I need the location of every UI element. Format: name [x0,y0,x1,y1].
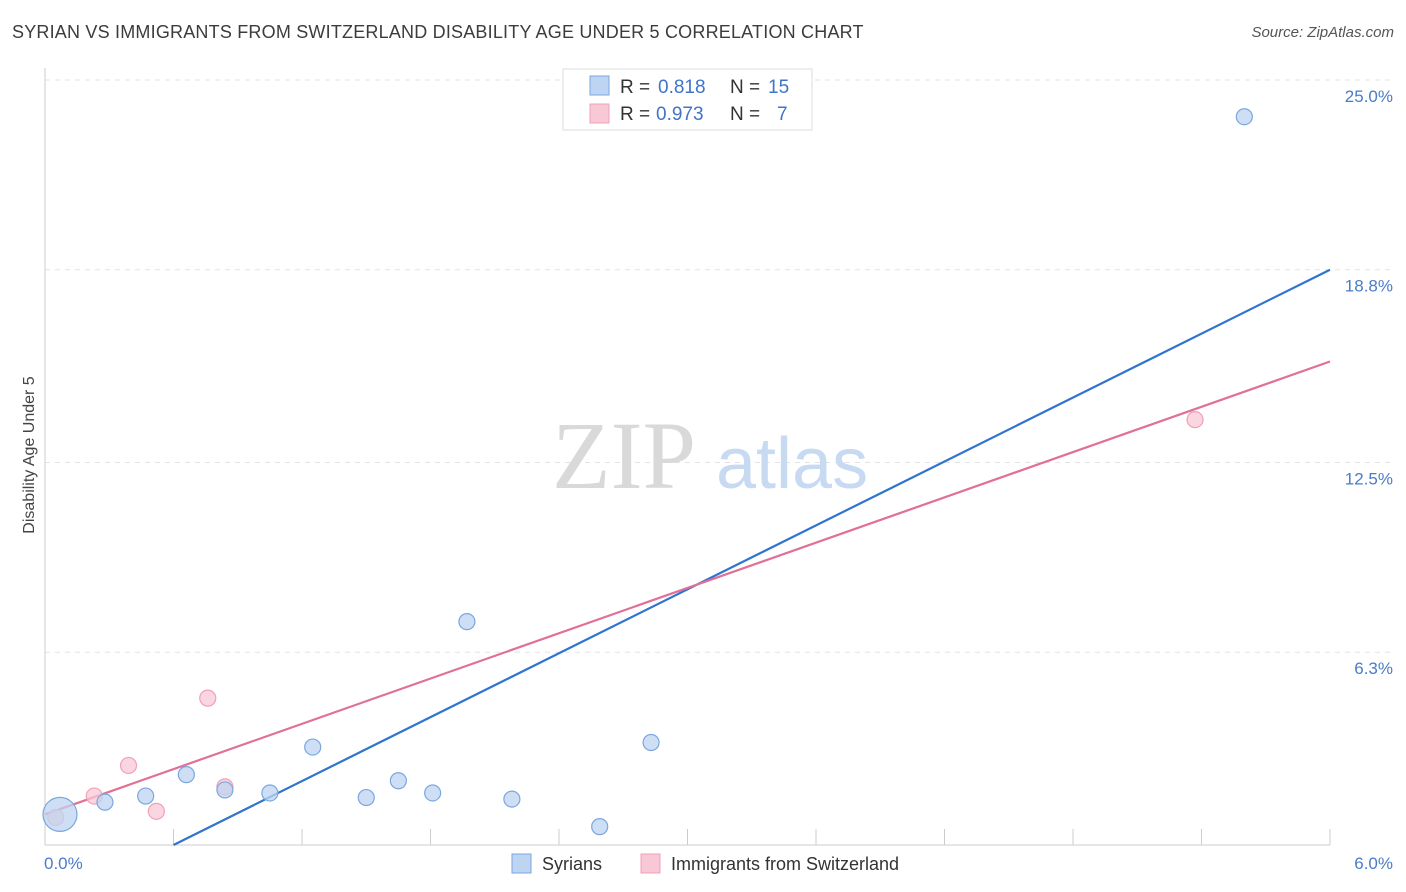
point-syrians [591,818,609,836]
point-syrians [1235,108,1253,126]
point-syrians [357,788,375,807]
y-tick-label: 6.3% [1354,659,1393,678]
legend-r-value: 0.818 [658,77,706,98]
trend-line-switzerland [44,360,1331,816]
point-syrians [261,784,279,802]
point-syrians [304,738,322,756]
source-label: Source: ZipAtlas.com [1251,24,1394,41]
point-syrians [503,790,521,808]
point-switzerland [119,756,138,775]
y-tick-labels: 6.3% 12.5% 18.8% 25.0% [1345,87,1393,678]
point-syrians [216,781,234,799]
point-syrians [177,766,195,784]
bottom-legend-swatch-syrians [511,853,532,874]
bottom-legend: Syrians Immigrants from Switzerland [511,853,899,874]
legend-r-value: 0.973 [656,104,704,125]
x-tick-label: 0.0% [44,854,83,873]
legend-n-value: 7 [777,104,788,125]
point-switzerland [147,802,165,820]
bottom-legend-label-switzerland: Immigrants from Switzerland [671,854,899,874]
watermark: ZIP atlas [552,402,868,509]
legend-swatch-switzerland [589,103,610,124]
watermark-atlas: atlas [716,424,868,504]
y-tick-label: 12.5% [1345,470,1393,489]
bottom-legend-label-syrians: Syrians [542,854,602,874]
point-syrians [642,733,660,752]
y-tick-label: 25.0% [1345,87,1393,106]
bottom-legend-swatch-switzerland [640,853,661,874]
legend-swatch-syrians [589,75,610,96]
legend-r-label: R = [620,77,650,98]
trend-lines [44,268,1331,846]
data-points [42,108,1253,836]
point-syrians [389,772,407,790]
point-syrians [96,793,114,811]
point-syrians [424,784,442,802]
point-syrians [458,613,476,631]
trend-line-syrians [173,268,1331,846]
axes [44,68,1331,846]
point-switzerland [1186,411,1204,429]
legend-n-value: 15 [768,77,789,98]
chart-title: SYRIAN VS IMMIGRANTS FROM SWITZERLAND DI… [12,22,864,42]
x-tick-labels: 0.0% 6.0% [44,854,1393,873]
gridlines [45,79,1392,653]
y-axis-label: Disability Age Under 5 [21,376,38,534]
legend-box: R = 0.818 N = 15 R = 0.973 N = 7 [562,68,813,131]
point-syrians [137,787,155,805]
point-switzerland [199,689,217,707]
x-tick-label: 6.0% [1354,854,1393,873]
point-syrians [42,796,78,833]
watermark-zip: ZIP [552,402,696,509]
legend-n-label: N = [730,104,760,125]
legend-n-label: N = [730,77,760,98]
y-tick-label: 18.8% [1345,277,1393,296]
legend-r-label: R = [620,104,650,125]
